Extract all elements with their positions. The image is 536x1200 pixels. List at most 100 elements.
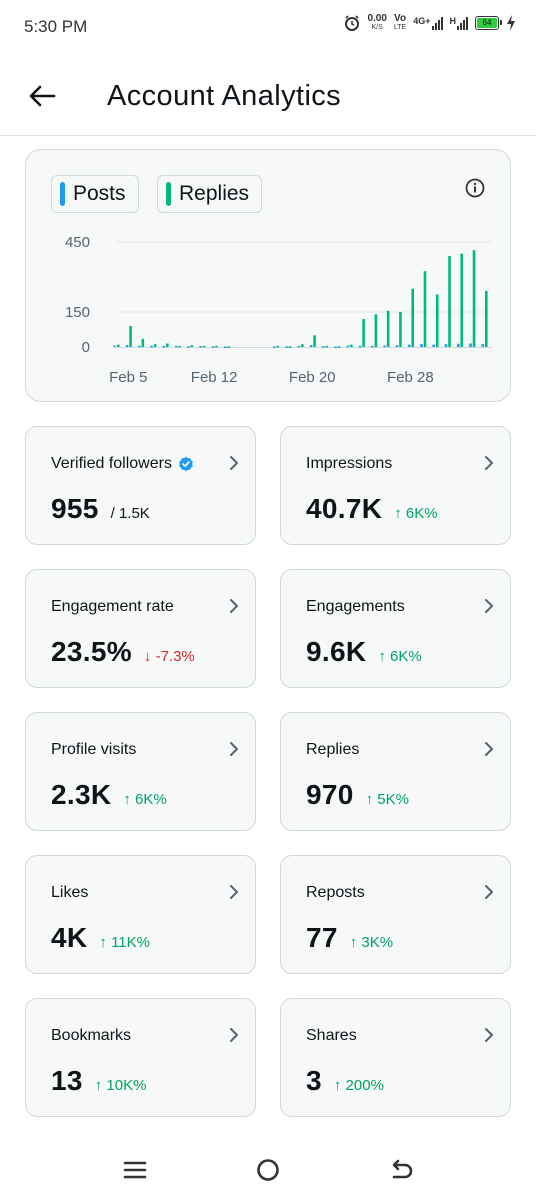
metric-value: 40.7K [306, 493, 383, 524]
bar-replies [435, 294, 439, 347]
metric-card-replies[interactable]: Replies 970 ↑ 5K% [280, 712, 511, 831]
metric-row: 970 ↑ 5K% [306, 779, 409, 811]
metric-change: ↑ 5K% [365, 791, 409, 808]
metric-card-engagements[interactable]: Engagements 9.6K ↑ 6K% [280, 569, 511, 688]
y-tick-label: 150 [65, 304, 90, 321]
metric-label: Reposts [306, 884, 365, 902]
metric-value: 23.5% [51, 636, 132, 667]
bar-replies [190, 345, 194, 347]
metric-change-value: 6K% [135, 791, 167, 808]
bar-posts [420, 344, 423, 347]
return-icon[interactable] [387, 1156, 415, 1184]
metric-label-text: Verified followers [51, 455, 172, 472]
bar-posts [187, 346, 190, 348]
back-button[interactable] [22, 78, 62, 114]
metric-change: ↑ 6K% [123, 791, 167, 808]
metric-change-value: 6K% [390, 648, 422, 665]
chevron-right-icon [230, 1028, 238, 1042]
bar-posts [346, 345, 350, 348]
volte-bottom: LTE [393, 24, 407, 31]
bar-replies [423, 271, 427, 347]
bar-posts [199, 346, 202, 348]
bar-replies [337, 346, 341, 348]
bar-replies [386, 310, 390, 347]
bar-replies [166, 343, 169, 347]
chevron-right-icon [485, 456, 493, 470]
metric-label: Impressions [306, 455, 392, 473]
metric-card-bookmarks[interactable]: Bookmarks 13 ↑ 10K% [25, 998, 256, 1117]
activity-chart: 0 150 450 Feb 5 Feb 12 Feb 20 Feb 28 [65, 234, 492, 386]
network-type-a: 4G+ [413, 16, 431, 26]
metric-change: ↑ 11K% [99, 934, 150, 951]
bar-replies [460, 253, 464, 347]
metric-value: 77 [306, 922, 338, 953]
metric-change-value: 11K% [111, 934, 150, 951]
bar-replies [313, 335, 316, 347]
bar-posts [407, 344, 411, 347]
bar-posts [297, 345, 301, 348]
net-speed: 0.00 K/S [367, 14, 386, 32]
alarm-icon [345, 15, 360, 31]
metric-card-profile-visits[interactable]: Profile visits 2.3K ↑ 6K% [25, 712, 256, 831]
metric-card-likes[interactable]: Likes 4K ↑ 11K% [25, 855, 256, 974]
chevron-right-icon [230, 599, 238, 613]
bar-posts [211, 346, 215, 348]
info-icon[interactable] [464, 177, 486, 199]
bar-replies [202, 345, 206, 348]
metric-value: 13 [51, 1065, 83, 1096]
metric-label-text: Impressions [306, 455, 393, 472]
chart-card: 0 150 450 Feb 5 Feb 12 Feb 20 Feb 28 Posts Rep… [25, 149, 511, 402]
legend-replies[interactable]: Replies [157, 175, 263, 213]
bar-posts [358, 345, 362, 348]
metric-change-value: 200% [345, 1077, 384, 1094]
metric-row: 955 / 1.5K [51, 493, 150, 525]
menu-icon[interactable] [121, 1156, 149, 1184]
metric-change: ↑ 6K% [394, 505, 438, 522]
bar-posts [371, 345, 374, 348]
metric-change-value: -7.3% [155, 648, 195, 665]
volte-top: Vo [394, 13, 407, 24]
metric-value: 3 [306, 1065, 322, 1096]
status-time: 5:30 PM [24, 17, 88, 36]
metric-row: 2.3K ↑ 6K% [51, 779, 167, 811]
y-tick-label: 450 [65, 234, 90, 251]
metric-card-verified-followers[interactable]: Verified followers 955 / 1.5K [25, 426, 256, 545]
metric-change: ↑ 6K% [378, 648, 422, 665]
metric-row: 77 ↑ 3K% [306, 922, 393, 954]
bar-replies [276, 345, 280, 348]
metric-change-value: 5K% [377, 791, 409, 808]
metric-change-value: 10K% [106, 1077, 147, 1094]
network-type-b: H [449, 16, 457, 26]
bar-replies [227, 346, 230, 348]
verified-badge-icon [178, 456, 193, 472]
metric-value: 955 [51, 493, 99, 524]
legend-posts[interactable]: Posts [51, 175, 139, 213]
metric-change: ↑ 200% [333, 1077, 384, 1094]
bar-replies [325, 345, 329, 348]
system-nav-bar [0, 1140, 536, 1200]
circle-home-icon[interactable] [254, 1156, 282, 1184]
metric-row: 9.6K ↑ 6K% [306, 636, 422, 668]
bar-posts [162, 346, 166, 348]
metric-card-shares[interactable]: Shares 3 ↑ 200% [280, 998, 511, 1117]
metric-label: Shares [306, 1027, 357, 1045]
metric-card-reposts[interactable]: Reposts 77 ↑ 3K% [280, 855, 511, 974]
bar-posts [138, 345, 141, 348]
metric-card-impressions[interactable]: Impressions 40.7K ↑ 6K% [280, 426, 511, 545]
bar-posts [174, 345, 178, 348]
metric-label-text: Reposts [306, 884, 365, 901]
bar-replies [374, 314, 378, 347]
metric-value: 4K [51, 922, 88, 953]
chevron-right-icon [485, 742, 493, 756]
x-tick-label: Feb 5 [109, 369, 147, 386]
metric-label: Verified followers [51, 455, 194, 473]
metric-card-engagement-rate[interactable]: Engagement rate 23.5% ↓ -7.3% [25, 569, 256, 688]
x-tick-label: Feb 28 [387, 369, 434, 386]
net-speed-unit: K/S [371, 24, 383, 31]
metric-row: 4K ↑ 11K% [51, 922, 150, 954]
y-tick-label: 0 [82, 339, 90, 356]
bar-replies [141, 338, 145, 347]
bar-posts [444, 344, 448, 347]
bar-replies [153, 344, 157, 347]
metric-change-value: 6K% [405, 505, 438, 522]
